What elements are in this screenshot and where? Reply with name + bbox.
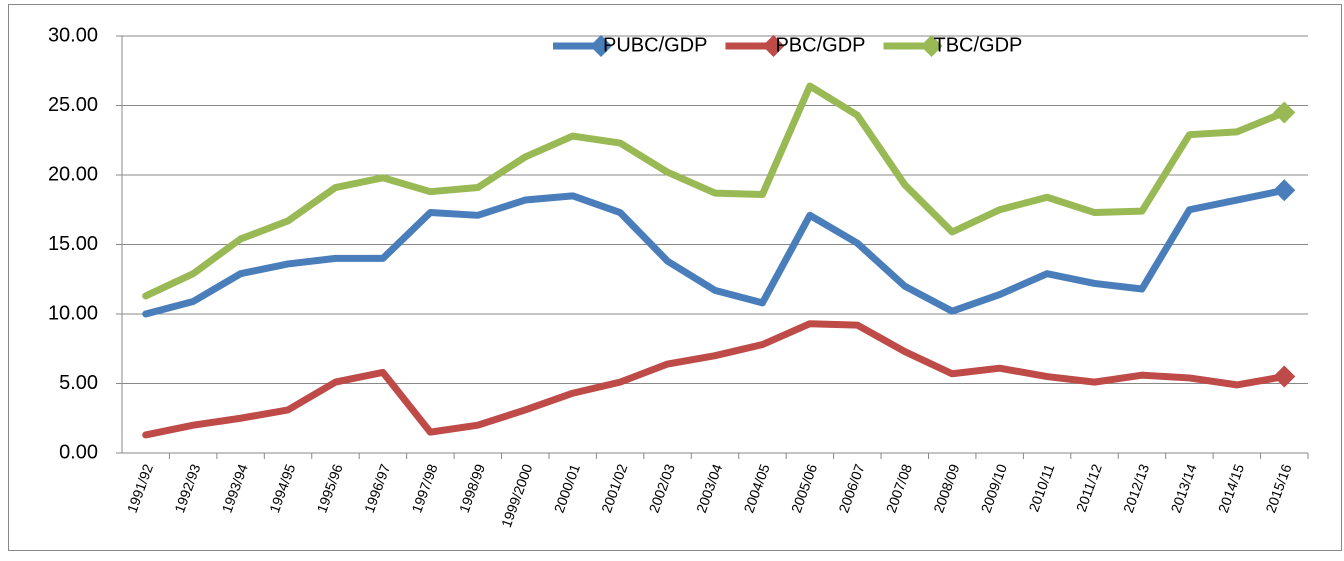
legend-marker — [590, 35, 612, 57]
y-tick-label: 30.00 — [48, 24, 98, 46]
end-marker — [1273, 179, 1296, 202]
legend-marker — [920, 35, 943, 57]
end-marker — [1273, 365, 1296, 388]
legend-label: PUBC/GDP — [603, 34, 707, 56]
y-tick-label: 15.00 — [48, 233, 98, 255]
y-tick-label: 25.00 — [48, 94, 98, 116]
series-line — [142, 320, 1288, 439]
y-tick-label: 0.00 — [59, 441, 98, 463]
legend-label: TBC/GDP — [934, 34, 1023, 56]
series-line — [142, 82, 1288, 300]
end-marker — [1273, 101, 1296, 124]
y-tick-label: 20.00 — [48, 163, 98, 185]
series-line — [142, 186, 1288, 318]
legend-label: PBC/GDP — [775, 34, 865, 56]
legend-marker — [762, 35, 785, 57]
y-tick-label: 10.00 — [48, 302, 98, 324]
y-tick-label: 5.00 — [59, 372, 98, 394]
